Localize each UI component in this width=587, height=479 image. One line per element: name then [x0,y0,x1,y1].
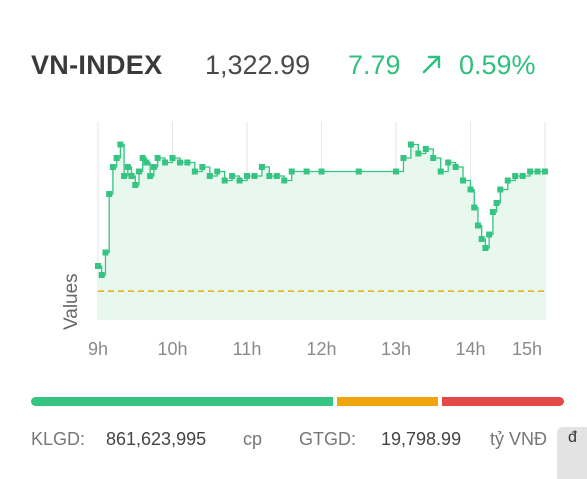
price-point [121,173,128,179]
price-point [281,177,288,184]
value-unit: tỷ VNĐ [490,429,548,449]
declining-segment [442,397,564,406]
index-change-percent: 0.59% [459,50,536,80]
price-point [169,155,176,161]
price-point [452,164,459,170]
price-point [199,164,206,170]
price-point [206,173,213,179]
index-header: VN-INDEX 1,322.99 7.79 0.59% [31,44,587,88]
y-axis-label: Values [61,273,82,330]
price-point [176,159,183,166]
price-point [95,263,101,269]
price-point [251,173,258,179]
price-point [303,168,310,175]
price-points [95,141,548,278]
corner-tab[interactable]: đ [557,427,587,479]
price-point [486,231,493,238]
price-point [512,173,519,179]
price-point [460,177,467,184]
price-point [135,168,142,175]
price-point [258,164,265,170]
price-point [124,164,131,170]
price-area-fill [98,144,545,320]
market-breadth-bar [31,397,564,406]
x-axis-ticks: 9h 10h 11h 12h 13h 14h 15h [88,339,542,359]
price-point [519,173,526,179]
x-tick-label: 15h [512,339,542,359]
price-point [102,249,109,256]
trend-up-arrow-icon [422,55,441,74]
price-point [467,186,474,193]
unchanged-segment [337,397,438,406]
advancing-segment [31,397,333,406]
index-name: VN-INDEX [31,50,163,80]
price-point [150,164,157,170]
price-point [132,182,139,188]
volume-label: KLGD: [31,429,86,449]
price-point [542,168,548,175]
price-point [98,272,105,278]
x-tick-label: 12h [306,339,336,359]
price-point [407,141,414,148]
price-point [113,155,120,161]
price-point [534,168,541,175]
price-point [128,173,135,179]
index-change: 7.79 [348,50,401,80]
price-point [154,155,161,161]
price-point [288,168,295,175]
index-value: 1,322.99 [205,50,311,80]
price-point [109,164,116,170]
price-point [191,168,198,175]
price-point [489,209,496,215]
price-point [474,222,481,229]
price-point [527,168,534,175]
price-point [437,168,444,175]
x-tick-label: 9h [88,339,108,359]
price-point [415,150,422,157]
price-point [221,177,228,184]
price-point [318,168,325,175]
price-point [117,141,124,148]
price-point [422,146,429,152]
x-tick-label: 10h [157,339,187,359]
price-point [266,173,273,179]
price-point [214,168,221,175]
price-point [482,245,489,251]
value-label: GTGD: [299,429,356,449]
x-tick-label: 14h [455,339,485,359]
price-point [430,155,437,161]
x-tick-label: 11h [233,339,262,359]
price-point [497,186,504,193]
intraday-chart: 9h 10h 11h 12h 13h 14h 15h Values [61,122,548,359]
price-point [236,177,243,184]
corner-glyph: đ [568,429,577,446]
price-point [400,155,407,161]
price-point [478,236,485,242]
price-point [162,159,169,166]
price-point [471,204,478,211]
price-point [139,155,146,161]
price-point [273,173,280,179]
price-point [355,168,362,175]
price-point [143,159,150,166]
price-point [493,200,500,206]
price-point [445,159,452,166]
price-point [504,177,511,184]
volume-value: 861,623,995 [106,429,207,449]
value-value: 19,798.99 [381,429,462,449]
price-point [229,173,236,179]
price-point [106,191,113,197]
price-point [244,173,250,179]
volume-unit: cp [243,429,263,449]
price-point [393,168,399,175]
price-point [184,159,191,166]
x-tick-label: 13h [381,339,411,359]
price-point [147,173,154,179]
